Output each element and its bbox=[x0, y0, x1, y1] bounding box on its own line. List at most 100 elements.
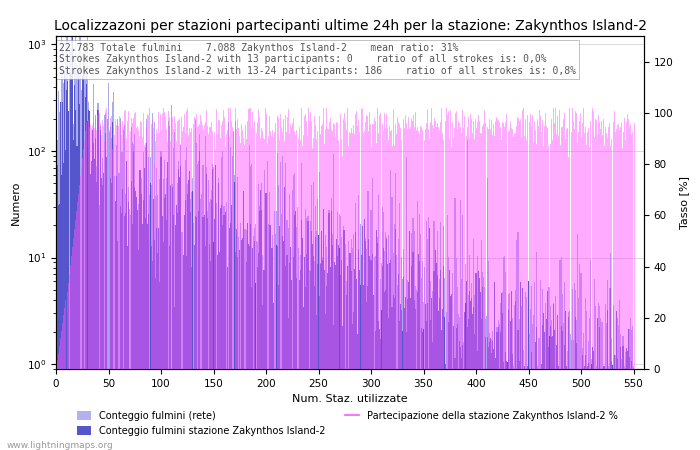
Bar bbox=[347, 266, 349, 450]
Bar bbox=[112, 102, 113, 450]
Bar bbox=[425, 304, 426, 450]
Bar bbox=[209, 202, 210, 450]
Bar bbox=[105, 113, 106, 450]
Bar bbox=[71, 73, 72, 450]
Bar bbox=[206, 211, 208, 450]
Bar bbox=[259, 212, 260, 450]
Bar bbox=[235, 121, 236, 450]
Bar bbox=[471, 283, 472, 450]
Bar bbox=[477, 271, 479, 450]
Bar bbox=[321, 231, 322, 450]
Bar bbox=[248, 246, 250, 450]
Bar bbox=[556, 345, 557, 450]
Bar bbox=[426, 321, 427, 450]
Bar bbox=[212, 169, 213, 450]
Bar bbox=[360, 285, 361, 450]
Bar bbox=[279, 226, 280, 450]
Bar bbox=[232, 156, 233, 450]
Bar bbox=[311, 230, 312, 450]
Bar bbox=[593, 351, 594, 450]
Bar bbox=[441, 330, 442, 450]
Bar bbox=[195, 216, 196, 450]
Bar bbox=[276, 245, 277, 450]
Bar bbox=[210, 261, 211, 450]
Bar bbox=[206, 217, 208, 450]
Bar bbox=[139, 170, 141, 450]
Bar bbox=[336, 239, 337, 450]
Bar bbox=[162, 242, 164, 450]
Bar bbox=[391, 197, 393, 450]
Bar bbox=[410, 298, 412, 450]
Bar bbox=[176, 205, 177, 450]
Bar bbox=[236, 229, 237, 450]
Bar bbox=[250, 166, 251, 450]
Title: Localizzazoni per stazioni partecipanti ultime 24h per la stazione: Zakynthos Is: Localizzazoni per stazioni partecipanti … bbox=[53, 19, 647, 33]
Bar bbox=[387, 264, 388, 450]
Bar bbox=[217, 255, 218, 450]
Bar bbox=[303, 307, 304, 450]
Bar bbox=[399, 203, 400, 450]
Bar bbox=[336, 239, 337, 450]
Bar bbox=[494, 283, 496, 450]
Bar bbox=[555, 296, 556, 450]
Bar bbox=[65, 47, 66, 450]
Bar bbox=[131, 127, 132, 450]
Bar bbox=[303, 307, 304, 450]
Bar bbox=[135, 191, 136, 450]
Bar bbox=[410, 298, 412, 450]
Bar bbox=[491, 353, 492, 450]
Bar bbox=[63, 163, 64, 450]
Bar bbox=[464, 312, 465, 450]
Bar bbox=[154, 122, 155, 450]
Bar bbox=[298, 248, 299, 450]
Bar bbox=[164, 194, 166, 450]
Bar bbox=[136, 197, 137, 450]
Text: www.lightningmaps.org: www.lightningmaps.org bbox=[7, 441, 113, 450]
Bar bbox=[402, 279, 403, 450]
Bar bbox=[334, 261, 335, 450]
Bar bbox=[414, 309, 416, 450]
Bar bbox=[378, 320, 379, 450]
Bar bbox=[90, 174, 91, 450]
Bar bbox=[402, 331, 403, 450]
Bar bbox=[361, 255, 362, 450]
Bar bbox=[405, 297, 406, 450]
Bar bbox=[171, 105, 172, 450]
Bar bbox=[464, 312, 465, 450]
Bar bbox=[506, 361, 507, 450]
Bar bbox=[177, 183, 178, 450]
Bar bbox=[624, 352, 626, 450]
Bar bbox=[462, 345, 463, 450]
Bar bbox=[496, 327, 498, 450]
Bar bbox=[62, 102, 63, 450]
Bar bbox=[594, 382, 595, 450]
Bar bbox=[252, 248, 253, 450]
Bar bbox=[66, 36, 67, 450]
Bar bbox=[199, 151, 200, 450]
Bar bbox=[400, 304, 401, 450]
Bar bbox=[386, 237, 387, 450]
Bar bbox=[215, 165, 216, 450]
Bar bbox=[339, 248, 340, 450]
Bar bbox=[101, 178, 102, 450]
Bar bbox=[466, 281, 467, 450]
Bar bbox=[314, 286, 315, 450]
Bar bbox=[430, 280, 431, 450]
Bar bbox=[85, 97, 86, 450]
Bar bbox=[605, 304, 606, 450]
Bar bbox=[618, 424, 620, 450]
Bar bbox=[164, 194, 166, 450]
Bar bbox=[237, 177, 238, 450]
Bar bbox=[304, 257, 305, 450]
Bar bbox=[111, 138, 112, 450]
Bar bbox=[292, 189, 293, 450]
Bar bbox=[299, 280, 300, 450]
Bar bbox=[592, 346, 593, 450]
Bar bbox=[488, 261, 489, 450]
Bar bbox=[504, 256, 505, 450]
Bar bbox=[344, 230, 345, 450]
Bar bbox=[377, 243, 378, 450]
Bar bbox=[323, 209, 324, 450]
Bar bbox=[167, 162, 168, 450]
Bar bbox=[468, 296, 469, 450]
